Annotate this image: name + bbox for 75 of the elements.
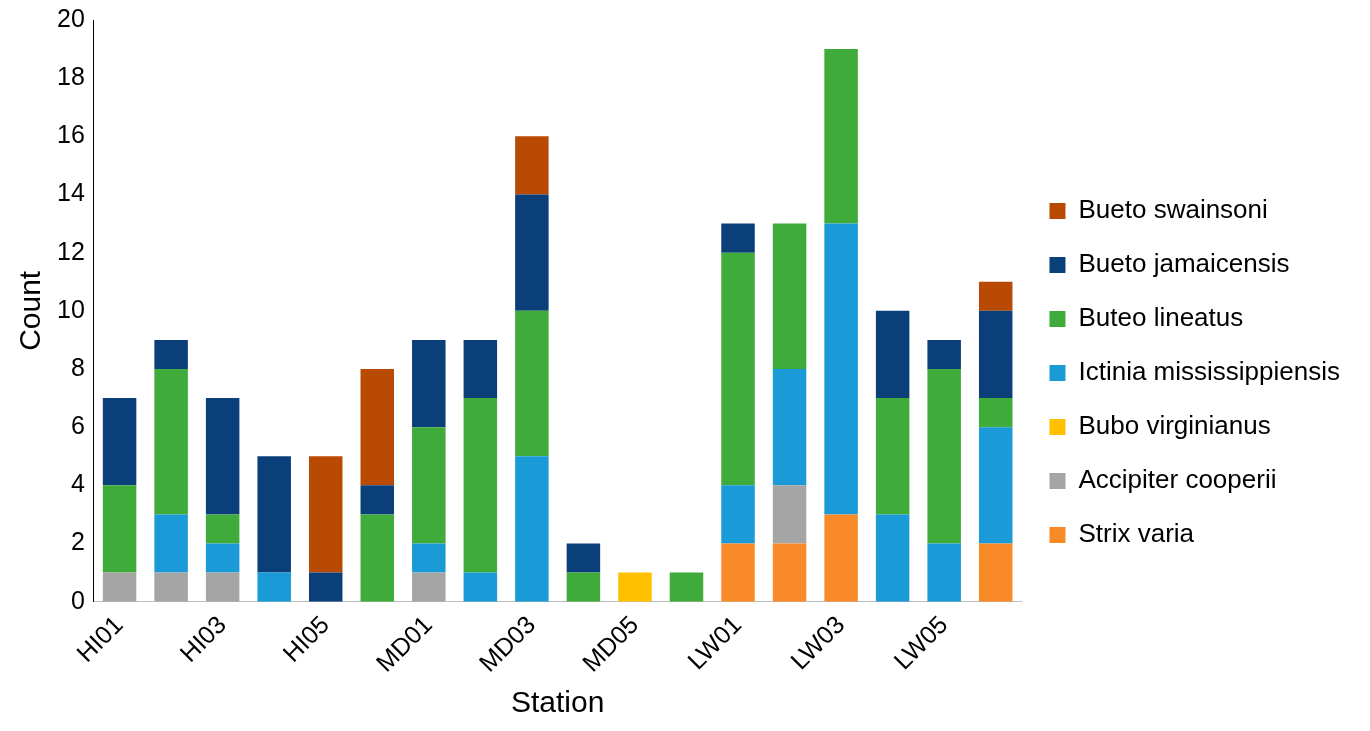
bar xyxy=(463,339,498,399)
bar xyxy=(154,572,188,602)
y-tick-label: 4 xyxy=(70,469,85,498)
bar xyxy=(978,281,1013,311)
bar xyxy=(412,543,446,573)
bar xyxy=(721,223,755,253)
bar xyxy=(772,485,807,544)
bar xyxy=(875,398,910,515)
y-tick-label: 16 xyxy=(57,120,85,149)
bar xyxy=(515,310,549,457)
bar xyxy=(412,572,446,602)
bar xyxy=(618,572,652,602)
bar xyxy=(515,136,549,195)
bar xyxy=(772,223,807,369)
bar xyxy=(308,456,343,573)
bar xyxy=(978,427,1013,544)
bar xyxy=(875,514,910,602)
bar xyxy=(154,339,188,369)
y-tick-label: 0 xyxy=(70,585,85,614)
bar xyxy=(257,456,291,573)
bar xyxy=(463,398,498,573)
bar xyxy=(824,223,858,515)
bar xyxy=(102,398,137,486)
legend-label: Strix varia xyxy=(1078,518,1195,549)
y-tick-label: 10 xyxy=(57,294,85,323)
bar xyxy=(205,572,240,602)
bar xyxy=(102,572,137,602)
x-axis-title: Station xyxy=(510,685,605,719)
legend-label: Accipiter cooperii xyxy=(1078,464,1277,495)
bar xyxy=(927,543,961,602)
bar xyxy=(566,543,601,573)
bar xyxy=(102,485,137,573)
bar xyxy=(669,572,704,602)
bar xyxy=(412,339,446,428)
y-tick-label: 14 xyxy=(57,178,85,207)
bar xyxy=(360,368,395,486)
bar xyxy=(463,572,498,602)
y-tick-label: 2 xyxy=(70,527,85,556)
bar xyxy=(721,543,755,602)
bar xyxy=(978,543,1013,602)
bar xyxy=(927,368,961,544)
bar xyxy=(257,572,291,602)
bar xyxy=(205,514,240,544)
bar xyxy=(824,49,858,224)
legend-label: Bueto jamaicensis xyxy=(1078,248,1290,279)
legend-label: Bueto swainsoni xyxy=(1078,194,1268,225)
bar xyxy=(566,572,601,602)
y-tick-label: 12 xyxy=(57,236,85,265)
legend-label: Ictinia mississippiensis xyxy=(1078,356,1341,387)
bar xyxy=(978,398,1013,428)
bar xyxy=(721,485,755,544)
bar xyxy=(824,514,858,602)
y-axis-title: Count xyxy=(13,270,47,351)
y-tick-label: 8 xyxy=(70,352,85,381)
y-tick-label: 6 xyxy=(70,411,85,440)
legend-label: Bubo virginianus xyxy=(1078,410,1271,441)
bar xyxy=(875,310,910,399)
y-tick-label: 18 xyxy=(57,62,85,91)
bar xyxy=(154,514,188,573)
bar xyxy=(772,368,807,486)
bar xyxy=(978,310,1013,399)
legend-label: Buteo lineatus xyxy=(1078,302,1244,333)
bar xyxy=(515,194,549,311)
bar xyxy=(515,456,549,602)
bar xyxy=(412,427,446,544)
bar xyxy=(154,368,188,515)
bar xyxy=(772,543,807,602)
y-tick-label: 20 xyxy=(57,3,85,32)
bar xyxy=(927,339,961,369)
bar xyxy=(721,252,755,486)
bar xyxy=(360,485,395,515)
bar xyxy=(308,572,343,602)
bar xyxy=(205,543,240,573)
bar xyxy=(205,398,240,515)
bar xyxy=(360,514,395,602)
